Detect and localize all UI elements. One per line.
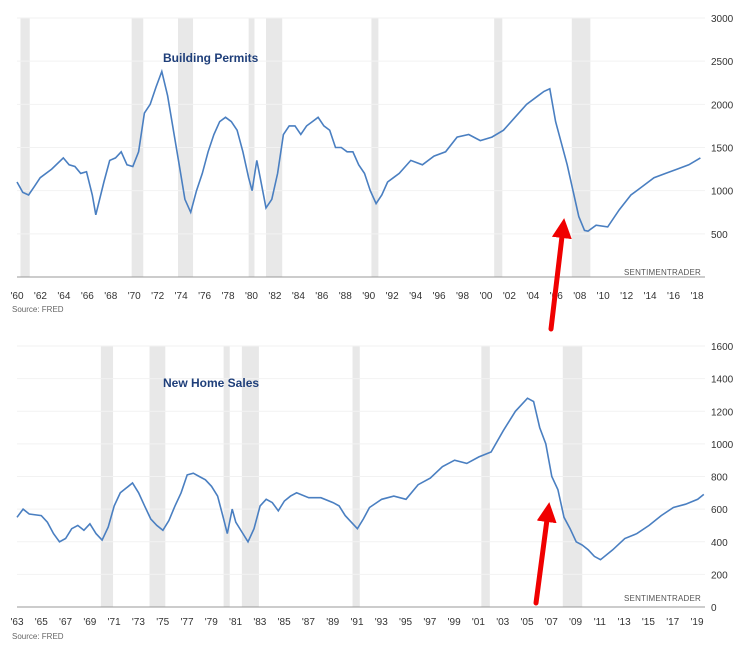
x-tick-label: '09 — [569, 617, 582, 628]
x-tick-label: '87 — [302, 617, 315, 628]
red-arrow-annotation — [548, 218, 572, 332]
x-tick-label: '85 — [278, 617, 291, 628]
y-tick-label: 600 — [711, 505, 728, 516]
x-tick-label: '63 — [10, 617, 23, 628]
gridlines — [17, 17, 705, 235]
chart-title: New Home Sales — [163, 376, 259, 390]
x-tick-label: '11 — [594, 617, 607, 628]
x-tick-label: '84 — [292, 291, 305, 302]
x-tick-label: '07 — [545, 617, 558, 628]
building-permits-line — [16, 68, 701, 233]
x-tick-label: '86 — [315, 291, 328, 302]
x-tick-label: '67 — [59, 617, 72, 628]
x-tick-label: '60 — [10, 291, 23, 302]
x-tick-label: '88 — [339, 291, 352, 302]
x-tick-label: '93 — [375, 617, 388, 628]
y-axis-ticks: 0 200 400 600 800 1000 1200 1400 1600 — [711, 342, 734, 614]
x-tick-label: '77 — [180, 617, 193, 628]
x-tick-label: '12 — [620, 291, 633, 302]
x-tick-label: '69 — [83, 617, 96, 628]
x-tick-label: '94 — [409, 291, 422, 302]
gridlines — [17, 345, 705, 608]
y-tick-label: 2500 — [711, 57, 734, 68]
x-tick-label: '81 — [229, 617, 242, 628]
credit-label: SENTIMENTRADER — [624, 594, 701, 603]
x-tick-label: '72 — [151, 291, 164, 302]
x-tick-label: '04 — [526, 291, 539, 302]
x-tick-label: '71 — [108, 617, 121, 628]
y-tick-label: 3000 — [711, 14, 734, 25]
x-tick-label: '76 — [198, 291, 211, 302]
x-tick-label: '08 — [573, 291, 586, 302]
x-tick-label: '95 — [399, 617, 412, 628]
x-tick-label: '05 — [520, 617, 533, 628]
x-tick-label: '16 — [667, 291, 680, 302]
x-axis-ticks: '60 '62 '64 '66 '68 '70 '72 '74 '76 '78 '80 '82 '84 '… — [10, 291, 703, 302]
x-tick-label: '75 — [156, 617, 169, 628]
y-tick-label: 1000 — [711, 187, 734, 198]
x-tick-label: '90 — [362, 291, 375, 302]
x-tick-label: '13 — [618, 617, 631, 628]
x-tick-label: '14 — [644, 291, 657, 302]
x-tick-label: '78 — [222, 291, 235, 302]
y-tick-label: 200 — [711, 570, 728, 581]
x-tick-label: '98 — [456, 291, 469, 302]
x-tick-label: '66 — [81, 291, 94, 302]
x-tick-label: '15 — [642, 617, 655, 628]
chart-title: Building Permits — [163, 51, 259, 65]
x-tick-label: '74 — [175, 291, 188, 302]
y-tick-label: 1600 — [711, 342, 734, 353]
source-label: Source: FRED — [12, 305, 64, 314]
source-label: Source: FRED — [12, 632, 64, 641]
x-tick-label: '17 — [666, 617, 679, 628]
y-tick-label: 1500 — [711, 144, 734, 155]
x-tick-label: '02 — [503, 291, 516, 302]
red-arrow-annotation — [533, 502, 557, 606]
y-tick-label: 400 — [711, 538, 728, 549]
x-tick-label: '89 — [326, 617, 339, 628]
x-tick-label: '64 — [57, 291, 70, 302]
credit-label: SENTIMENTRADER — [624, 268, 701, 277]
x-tick-label: '96 — [433, 291, 446, 302]
y-tick-label: 1200 — [711, 407, 734, 418]
x-axis-ticks: '63 '65 '67 '69 '71 '73 '75 '77 '79 '81 '83 '85 '87 '… — [10, 617, 703, 628]
x-tick-label: '99 — [448, 617, 461, 628]
y-tick-label: 1400 — [711, 375, 734, 386]
x-tick-label: '00 — [479, 291, 492, 302]
x-tick-label: '80 — [245, 291, 258, 302]
x-tick-label: '83 — [253, 617, 266, 628]
y-axis-ticks: 500 1000 1500 2000 2500 3000 — [711, 14, 734, 241]
y-tick-label: 500 — [711, 230, 728, 241]
x-tick-label: '10 — [597, 291, 610, 302]
y-tick-label: 0 — [711, 603, 717, 614]
x-tick-label: '97 — [423, 617, 436, 628]
y-tick-label: 2000 — [711, 100, 734, 111]
x-tick-label: '01 — [472, 617, 485, 628]
x-tick-label: '92 — [386, 291, 399, 302]
x-tick-label: '62 — [34, 291, 47, 302]
x-tick-label: '70 — [128, 291, 141, 302]
new-home-sales-line — [16, 397, 705, 561]
x-tick-label: '73 — [132, 617, 145, 628]
x-tick-label: '19 — [690, 617, 703, 628]
x-tick-label: '79 — [205, 617, 218, 628]
x-tick-label: '65 — [35, 617, 48, 628]
x-tick-label: '68 — [104, 291, 117, 302]
x-tick-label: '82 — [268, 291, 281, 302]
x-tick-label: '91 — [350, 617, 363, 628]
x-tick-label: '03 — [496, 617, 509, 628]
x-tick-label: '18 — [690, 291, 703, 302]
y-tick-label: 1000 — [711, 440, 734, 451]
y-tick-label: 800 — [711, 473, 728, 484]
